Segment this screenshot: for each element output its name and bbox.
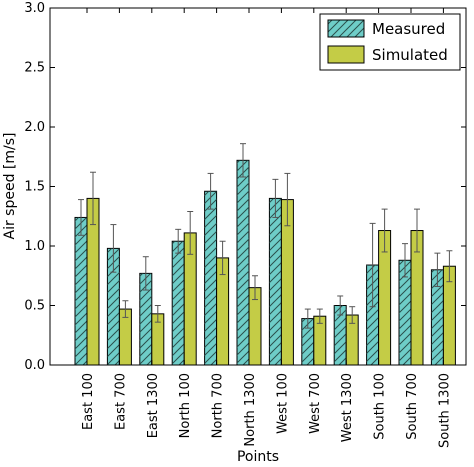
x-tick-label: North 700 [211, 373, 226, 438]
y-tick-label: 3.0 [24, 1, 45, 16]
y-tick-label: 0.5 [24, 299, 45, 314]
x-tick-label: South 100 [373, 373, 388, 440]
legend-label-simulated: Simulated [372, 46, 448, 64]
bar-hatch-south-700 [399, 260, 411, 365]
bar-hatch-north-700 [204, 191, 217, 365]
x-tick-label: East 1300 [146, 373, 161, 438]
x-tick-label: South 1300 [437, 373, 452, 448]
y-tick-label: 1.5 [24, 180, 45, 195]
y-tick-label: 2.0 [24, 120, 45, 135]
bar-hatch-north-1300 [237, 160, 249, 365]
x-tick-label: West 700 [308, 373, 323, 434]
y-tick-label: 0.0 [24, 358, 45, 373]
legend-label-measured: Measured [372, 20, 445, 38]
bar-hatch-west-1300 [334, 305, 347, 365]
y-axis-label: Air speed [m/s] [2, 133, 18, 240]
legend: Measured Simulated [319, 13, 461, 71]
bar-hatch-east-1300 [139, 273, 152, 365]
legend-swatch-hatch [327, 19, 365, 38]
bar-hatch-south-100 [366, 265, 379, 365]
bar-hatch-north-100 [172, 241, 185, 365]
x-tick-label: North 100 [178, 373, 193, 438]
x-tick-label: East 700 [113, 373, 128, 430]
legend-swatch-simulated [327, 45, 365, 64]
bar-hatch-west-100 [269, 198, 282, 365]
y-tick-label: 2.5 [24, 61, 45, 76]
bar-hatch-east-700 [107, 248, 120, 365]
bar-hatch-east-100 [75, 217, 87, 365]
x-tick-label: East 100 [81, 373, 96, 430]
y-tick-label: 1.0 [24, 239, 45, 254]
bar-hatch-west-700 [301, 318, 314, 365]
bar-hatch-south-1300 [431, 269, 444, 365]
x-tick-label: South 700 [405, 373, 420, 440]
x-tick-label: North 1300 [243, 373, 258, 447]
x-tick-label: West 100 [275, 373, 290, 434]
x-axis-label: Points [237, 449, 279, 465]
x-tick-label: West 1300 [340, 373, 355, 442]
